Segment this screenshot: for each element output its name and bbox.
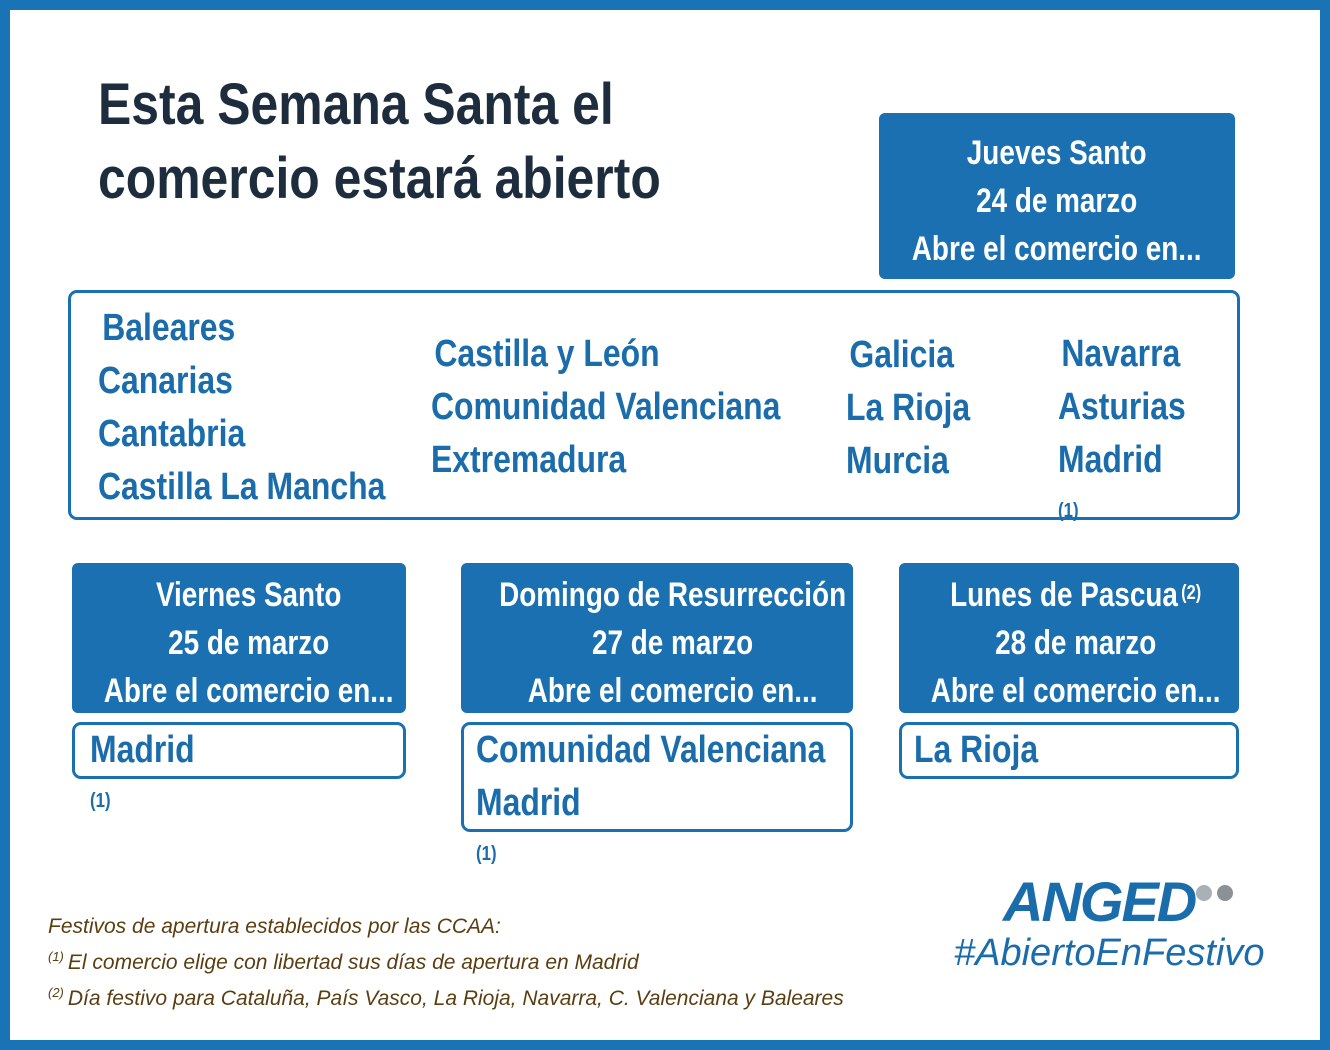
- logo-dot-light: [1196, 885, 1212, 901]
- lunes-text: Abre el comercio en...: [930, 672, 1221, 710]
- jueves-date: 24 de marzo: [976, 182, 1138, 220]
- hashtag: #AbiertoEnFestivo: [954, 932, 1265, 974]
- region-item: Cantabria: [98, 413, 246, 455]
- jueves-col-1: Baleares Canarias Cantabria Castilla La …: [98, 302, 385, 514]
- lunes-date: 28 de marzo: [995, 624, 1157, 662]
- viernes-date: 25 de marzo: [168, 624, 330, 662]
- domingo-day: Domingo de Resurrección: [499, 576, 847, 614]
- footer-note-2: (2) Día festivo para Cataluña, País Vasco…: [48, 985, 844, 1011]
- region-item: Asturias: [1058, 386, 1186, 428]
- region-item: La Rioja: [914, 729, 1039, 771]
- domingo-header: Domingo de Resurrección 27 de marzo Abre…: [461, 563, 853, 713]
- viernes-header: Viernes Santo 25 de marzo Abre el comerc…: [72, 563, 406, 713]
- lunes-header: Lunes de Pascua (2) 28 de marzo Abre el c…: [899, 563, 1239, 713]
- footnote-text: El comercio elige con libertad sus días …: [67, 951, 639, 974]
- title-line-1: Esta Semana Santa el: [98, 72, 614, 137]
- region-item: Canarias: [98, 360, 233, 402]
- region-item: Comunidad Valenciana: [431, 386, 781, 428]
- region-item: Madrid (1): [90, 724, 195, 830]
- jueves-text: Abre el comercio en...: [912, 230, 1202, 268]
- region-name: Madrid: [476, 782, 581, 824]
- jueves-regions-box: [68, 290, 1240, 520]
- jueves-header: Jueves Santo 24 de marzo Abre el comerci…: [879, 113, 1235, 279]
- region-item: La Rioja: [846, 387, 971, 429]
- region-item: Murcia: [846, 440, 949, 482]
- domingo-regions-box: [461, 722, 853, 832]
- footnote-marker: (1): [48, 949, 64, 964]
- region-item: Comunidad Valenciana: [476, 729, 826, 771]
- footnote-marker: (1): [1058, 500, 1079, 522]
- viernes-regions: Madrid (1): [90, 724, 195, 830]
- region-name: Madrid: [1058, 439, 1163, 481]
- page-title: Esta Semana Santa el comercio estará abi…: [98, 68, 700, 216]
- region-item: Extremadura: [431, 439, 627, 481]
- lunes-day-line: Lunes de Pascua (2): [931, 571, 1221, 619]
- domingo-text: Abre el comercio en...: [527, 672, 818, 710]
- jueves-col-3: Galicia La Rioja Murcia: [846, 329, 970, 488]
- region-item: Madrid (1): [476, 777, 825, 883]
- region-name: Madrid: [90, 729, 195, 771]
- footnote-text: Día festivo para Cataluña, País Vasco, L…: [67, 987, 844, 1010]
- footer-note-1: (1) El comercio elige con libertad sus dí…: [48, 949, 639, 975]
- viernes-regions-box: [72, 722, 406, 779]
- jueves-col-4: Navarra Asturias Madrid (1): [1058, 328, 1186, 540]
- domingo-regions: Comunidad Valenciana Madrid (1): [476, 724, 825, 883]
- lunes-regions-box: [899, 722, 1239, 779]
- region-item: Castilla y León: [434, 333, 660, 375]
- logo-dot-dark: [1217, 885, 1233, 901]
- domingo-date: 27 de marzo: [592, 624, 754, 662]
- viernes-text: Abre el comercio en...: [103, 672, 394, 710]
- viernes-day: Viernes Santo: [155, 576, 342, 614]
- jueves-col-2: Castilla y León Comunidad Valenciana Ext…: [431, 328, 780, 487]
- lunes-regions: La Rioja: [914, 724, 1038, 777]
- region-item: Madrid (1): [1058, 434, 1186, 540]
- footnote-marker: (1): [476, 843, 497, 865]
- footnote-marker: (2): [48, 985, 64, 1000]
- jueves-day: Jueves Santo: [967, 134, 1147, 172]
- footer-heading: Festivos de apertura establecidos por la…: [48, 915, 501, 938]
- region-item: Navarra: [1061, 333, 1181, 375]
- region-item: Castilla La Mancha: [98, 466, 386, 508]
- region-item: Galicia: [849, 334, 955, 376]
- footnote-marker: (1): [90, 790, 111, 812]
- region-item: Baleares: [102, 307, 236, 349]
- title-line-2: comercio estará abierto: [98, 146, 661, 211]
- anged-logo: ANGED: [1003, 870, 1197, 933]
- lunes-day: Lunes de Pascua: [950, 576, 1178, 614]
- footnote-marker: (2): [1181, 582, 1202, 604]
